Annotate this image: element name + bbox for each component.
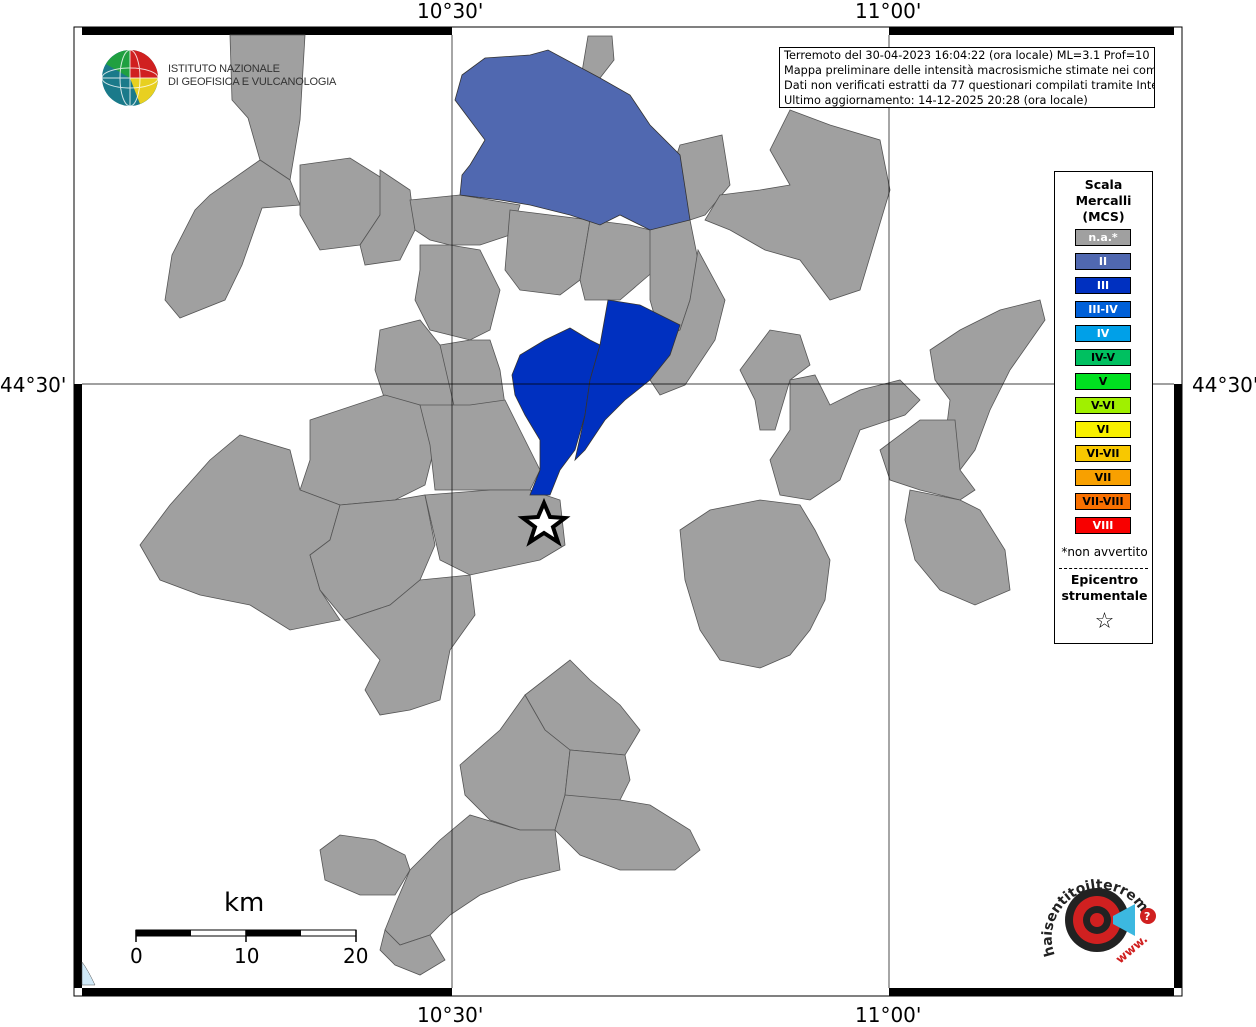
frame-left-bar — [74, 384, 82, 988]
frame-right-bar — [1174, 384, 1182, 988]
legend-title-line-1: Scala — [1084, 177, 1123, 192]
legend-divider — [1059, 568, 1148, 569]
legend-title: Scala Mercalli (MCS) — [1055, 177, 1152, 225]
ingv-name-line-1: ISTITUTO NAZIONALE — [168, 63, 280, 75]
scale-label-10: 10 — [234, 944, 260, 968]
area-intensity-II — [454, 49, 691, 231]
frame-bottom-bar-right — [889, 988, 1174, 996]
legend-item-v: V — [1075, 373, 1131, 390]
ingv-name-line-2: DI GEOFISICA E VULCANOLOGIA — [168, 76, 337, 88]
scale-title: km — [224, 888, 265, 918]
area-intensity-III-a — [511, 327, 601, 496]
not-felt-note: *non avvertito — [1061, 545, 1148, 559]
legend-item-ii: II — [1075, 253, 1131, 270]
scale-label-0: 0 — [130, 944, 143, 968]
legend-item-vi-vii: VI-VII — [1075, 445, 1131, 462]
legend-item-v-vi: V-VI — [1075, 397, 1131, 414]
epicentre-label-line-2: strumentale — [1061, 588, 1148, 603]
scale-label-20: 20 — [343, 944, 369, 968]
info-line-3: Dati non verificati estratti da 77 quest… — [784, 79, 1155, 92]
legend-item-n-a: n.a.* — [1075, 229, 1131, 246]
legend-item-iii: III — [1075, 277, 1131, 294]
info-line-2: Mappa preliminare delle intensità macros… — [784, 64, 1155, 77]
legend-item-vii: VII — [1075, 469, 1131, 486]
ingv-logo — [101, 49, 159, 107]
ingv-name: ISTITUTO NAZIONALE DI GEOFISICA E VULCAN… — [168, 63, 336, 89]
epicentre-star — [517, 497, 571, 547]
lon-tick-top-1100: 11°00' — [855, 0, 922, 23]
haisentito-logo: haisentitoilterremoto.it www. ? — [1035, 860, 1157, 966]
event-info-box: Terremoto del 30-04-2023 16:04:22 (ora l… — [779, 47, 1155, 108]
frame-bottom-bar-left — [82, 988, 452, 996]
area-intensity-III-b — [574, 299, 681, 462]
lon-tick-bottom-1100: 11°00' — [855, 1003, 922, 1027]
legend-item-vi: VI — [1075, 421, 1131, 438]
mcs-legend: Scala Mercalli (MCS) n.a.* II III III-IV IV I… — [1054, 171, 1153, 644]
legend-title-line-2: Mercalli — [1075, 193, 1132, 208]
municipalities-not-assessed — [139, 34, 1046, 976]
lat-tick-left-4430: 44°30' — [0, 373, 67, 397]
legend-title-line-3: (MCS) — [1082, 209, 1125, 224]
legend-item-viii: VIII — [1075, 517, 1131, 534]
scale-bar — [135, 929, 357, 942]
frame-top-bar-right — [889, 27, 1174, 35]
legend-item-vii-viii: VII-VIII — [1075, 493, 1131, 510]
legend-item-iii-iv: III-IV — [1075, 301, 1131, 318]
svg-text:?: ? — [1144, 910, 1150, 923]
sea-corner — [81, 961, 96, 986]
graticule — [82, 35, 1174, 988]
epicentre-label-line-1: Epicentro — [1070, 572, 1139, 587]
legend-item-iv-v: IV-V — [1075, 349, 1131, 366]
legend-item-iv: IV — [1075, 325, 1131, 342]
info-line-4: Ultimo aggiornamento: 14-12-2025 20:28 (… — [784, 94, 1088, 107]
lat-tick-right-4430: 44°30' — [1192, 373, 1256, 397]
epicentre-legend-label: Epicentro strumentale — [1055, 572, 1154, 604]
lon-tick-bottom-1030: 10°30' — [417, 1003, 484, 1027]
lon-tick-top-1030: 10°30' — [417, 0, 484, 23]
info-line-1: Terremoto del 30-04-2023 16:04:22 (ora l… — [784, 49, 1155, 62]
epicentre-legend-star-icon: ☆ — [1094, 609, 1115, 634]
frame-top-bar-left — [82, 27, 452, 35]
